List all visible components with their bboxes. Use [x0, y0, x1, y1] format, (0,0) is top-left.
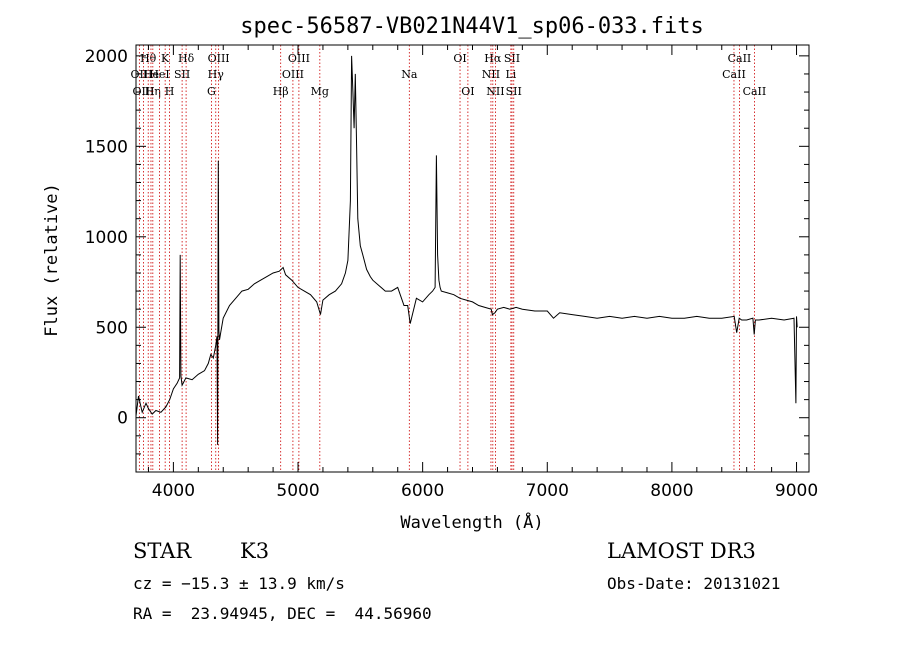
line-label-17: Na [401, 68, 418, 81]
line-label-8: SII [174, 68, 190, 81]
line-label-6: H [165, 85, 175, 98]
line-label-16: Mg [311, 85, 329, 98]
line-label-3: He [143, 68, 159, 81]
survey-name: LAMOST DR3 [607, 539, 756, 563]
line-label-21: NII [482, 68, 500, 81]
line-label-15: OIII [282, 68, 304, 81]
object-class: STAR [133, 539, 192, 563]
line-label-7: HeI [149, 68, 169, 81]
line-label-25: SII [506, 85, 522, 98]
x-tick-label: 8000 [650, 481, 693, 501]
line-label-10: OIII [208, 52, 230, 65]
object-subclass: K3 [240, 539, 270, 563]
line-label-14: OIII [288, 52, 310, 65]
x-tick-label: 7000 [526, 481, 569, 501]
chart-title: spec-56587-VB021N44V1_sp06-033.fits [240, 14, 704, 39]
spectrum-series [135, 55, 798, 445]
line-label-19: OI [461, 85, 474, 98]
line-label-24: Li [505, 68, 516, 81]
y-tick-label: 1000 [85, 228, 128, 248]
plot-frame [135, 44, 810, 473]
x-tick-label: 9000 [775, 481, 818, 501]
line-label-0: Hθ [140, 52, 157, 65]
line-label-20: Hα [484, 52, 502, 65]
line-label-27: CaII [722, 68, 746, 81]
redshift-cz: cz = −15.3 ± 13.9 km/s [133, 574, 345, 593]
x-tick-label: 5000 [276, 481, 319, 501]
x-tick-label: 6000 [401, 481, 444, 501]
line-label-23: SII [504, 52, 520, 65]
y-axis-label: Flux (relative) [42, 183, 62, 337]
line-label-4: Hη [145, 85, 161, 98]
line-label-22: NII [486, 85, 504, 98]
x-tick-label: 4000 [152, 481, 195, 501]
coordinates: RA = 23.94945, DEC = 44.56960 [133, 604, 432, 623]
y-tick-label: 2000 [85, 47, 128, 67]
line-label-2: OIII [132, 85, 154, 98]
y-tick-label: 0 [117, 409, 128, 429]
observation-date: Obs-Date: 20131021 [607, 574, 781, 593]
line-label-18: OI [453, 52, 466, 65]
y-tick-label: 500 [96, 318, 128, 338]
line-label-11: Hγ [208, 68, 225, 81]
line-label-28: CaII [743, 85, 767, 98]
line-label-5: K [161, 52, 170, 65]
line-label-13: Hβ [273, 85, 289, 98]
line-label-26: CaII [728, 52, 752, 65]
line-label-9: Hδ [178, 52, 195, 65]
x-axis-label: Wavelength (Å) [400, 511, 543, 533]
axes: 4000 5000 6000 7000 8000 9000 0 500 1000 1500 2000 [85, 44, 818, 501]
spectrum-line [135, 55, 798, 445]
line-label-12: G [207, 85, 216, 98]
y-tick-label: 1500 [85, 137, 128, 157]
